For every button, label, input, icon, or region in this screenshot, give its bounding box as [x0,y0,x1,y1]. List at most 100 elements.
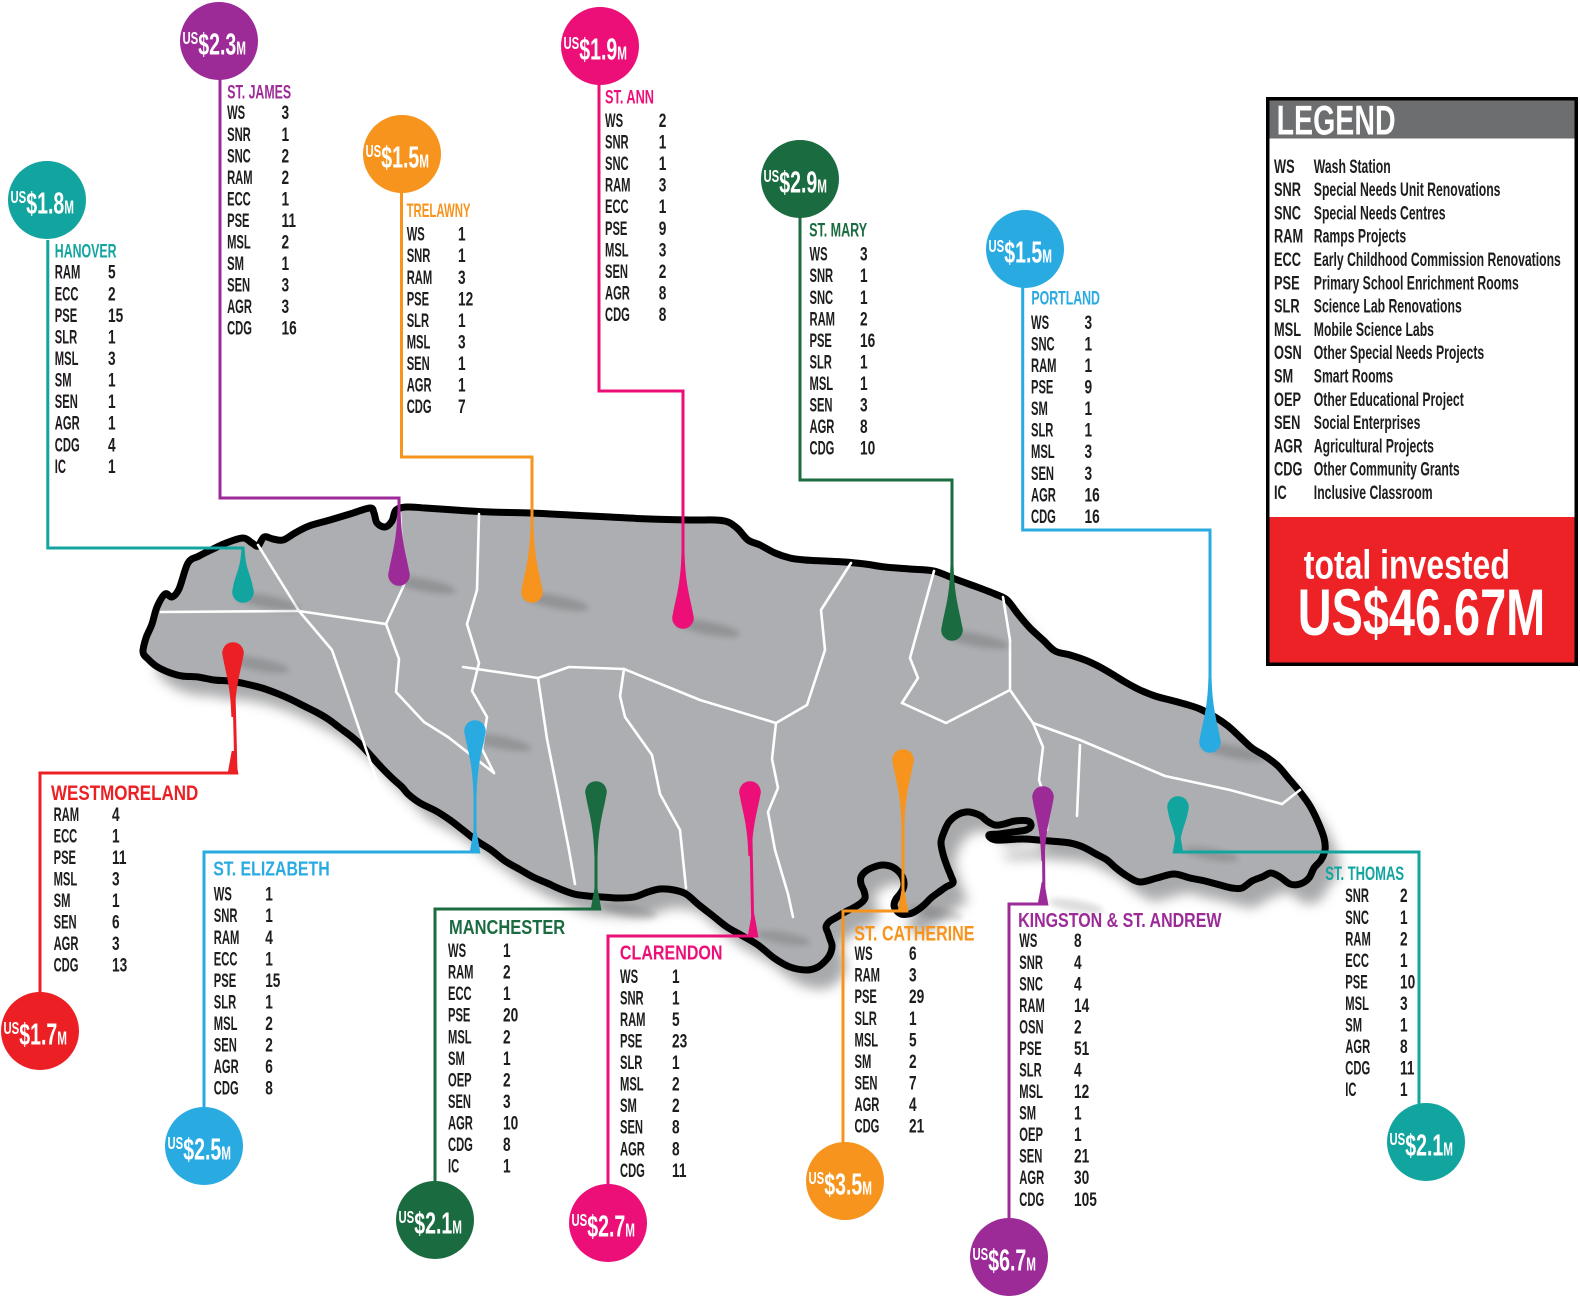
svg-text:3: 3 [659,174,667,196]
svg-text:CDG: CDG [1274,459,1302,480]
svg-text:1: 1 [672,966,680,988]
svg-text:SM: SM [1031,399,1048,420]
svg-text:16: 16 [860,330,875,352]
svg-text:1: 1 [265,883,273,905]
svg-text:8: 8 [659,282,667,304]
svg-text:1: 1 [1400,950,1408,972]
svg-text:2: 2 [265,1013,273,1035]
svg-text:3: 3 [659,239,667,261]
svg-text:9: 9 [1085,376,1093,398]
svg-text:WS: WS [605,111,623,132]
svg-text:2: 2 [1400,928,1408,950]
svg-text:SM: SM [855,1052,872,1073]
svg-text:SLR: SLR [55,328,77,349]
svg-text:6: 6 [112,911,120,933]
svg-text:ECC: ECC [448,984,472,1005]
svg-text:SNC: SNC [1031,335,1055,356]
svg-text:PSE: PSE [55,306,77,327]
svg-text:RAM: RAM [1019,996,1045,1017]
svg-text:1: 1 [1085,398,1093,420]
svg-text:1: 1 [108,326,116,348]
svg-text:1: 1 [458,245,466,267]
svg-text:CLARENDON: CLARENDON [620,941,723,964]
svg-text:2: 2 [659,261,667,283]
svg-text:3: 3 [1085,312,1093,334]
svg-text:PSE: PSE [1345,973,1367,994]
svg-text:AGR: AGR [620,1139,645,1160]
svg-text:20: 20 [503,1004,518,1026]
svg-text:1: 1 [672,1052,680,1074]
svg-text:ST. THOMAS: ST. THOMAS [1325,863,1404,884]
svg-text:SNC: SNC [227,146,251,167]
svg-text:SEN: SEN [1019,1147,1042,1168]
svg-text:SM: SM [1345,1016,1362,1037]
svg-text:1: 1 [1085,419,1093,441]
svg-text:IC: IC [55,457,66,478]
svg-text:1: 1 [1074,1102,1082,1124]
svg-text:PSE: PSE [54,848,76,869]
svg-text:1: 1 [659,196,667,218]
svg-text:Other Special Needs Projects: Other Special Needs Projects [1314,342,1484,364]
svg-text:MSL: MSL [605,240,629,261]
svg-text:CDG: CDG [448,1135,473,1156]
svg-text:RAM: RAM [1274,226,1303,247]
svg-text:AGR: AGR [1031,485,1056,506]
svg-text:AGR: AGR [810,417,835,438]
svg-text:WS: WS [810,245,828,266]
svg-text:CDG: CDG [855,1117,880,1138]
svg-text:5: 5 [672,1009,680,1031]
svg-text:SNR: SNR [227,125,251,146]
svg-text:CDG: CDG [810,439,835,460]
svg-text:KINGSTON & ST. ANDREW: KINGSTON & ST. ANDREW [1018,908,1222,931]
svg-text:OEP: OEP [448,1071,472,1092]
svg-text:WESTMORELAND: WESTMORELAND [51,782,198,805]
svg-text:1: 1 [860,265,868,287]
svg-text:AGR: AGR [1345,1037,1370,1058]
svg-text:MSL: MSL [227,233,251,254]
svg-text:CDG: CDG [605,305,630,326]
svg-text:MANCHESTER: MANCHESTER [449,915,566,938]
svg-text:11: 11 [672,1160,686,1182]
svg-text:US$1.9M: US$1.9M [564,33,627,67]
svg-text:RAM: RAM [1345,929,1371,950]
svg-text:US$2.1M: US$2.1M [1390,1129,1453,1163]
svg-text:16: 16 [1085,484,1100,506]
svg-text:AGR: AGR [214,1057,239,1078]
svg-text:6: 6 [265,1056,273,1078]
svg-text:2: 2 [909,1051,917,1073]
svg-text:8: 8 [1074,930,1082,952]
svg-text:WS: WS [1019,931,1037,952]
svg-text:21: 21 [909,1115,924,1137]
svg-text:16: 16 [282,317,297,339]
svg-text:12: 12 [1074,1081,1089,1103]
svg-text:4: 4 [265,927,273,949]
svg-text:1: 1 [1400,1079,1408,1101]
svg-text:8: 8 [672,1116,680,1138]
svg-text:1: 1 [282,124,290,146]
svg-text:US$2.5M: US$2.5M [168,1133,231,1167]
svg-text:SLR: SLR [810,353,832,374]
svg-text:SNR: SNR [605,133,629,154]
svg-text:ST. CATHERINE: ST. CATHERINE [854,922,974,946]
svg-text:1: 1 [265,948,273,970]
svg-text:1: 1 [1400,907,1408,929]
svg-text:WS: WS [1031,313,1049,334]
svg-text:CDG: CDG [620,1161,645,1182]
svg-text:SEN: SEN [1274,413,1300,434]
svg-text:SM: SM [227,254,244,275]
svg-text:51: 51 [1074,1038,1089,1060]
svg-text:2: 2 [659,110,667,132]
svg-text:2: 2 [860,308,868,330]
svg-text:PSE: PSE [227,211,249,232]
svg-text:13: 13 [112,954,127,976]
svg-text:1: 1 [659,153,667,175]
svg-text:OSN: OSN [1019,1018,1043,1039]
svg-text:CDG: CDG [1031,507,1056,528]
svg-text:3: 3 [282,296,290,318]
svg-text:1: 1 [458,374,466,396]
svg-text:1: 1 [1074,1124,1082,1146]
svg-text:ECC: ECC [605,197,629,218]
svg-text:CDG: CDG [54,956,79,977]
svg-text:1: 1 [458,353,466,375]
svg-text:1: 1 [1400,1014,1408,1036]
